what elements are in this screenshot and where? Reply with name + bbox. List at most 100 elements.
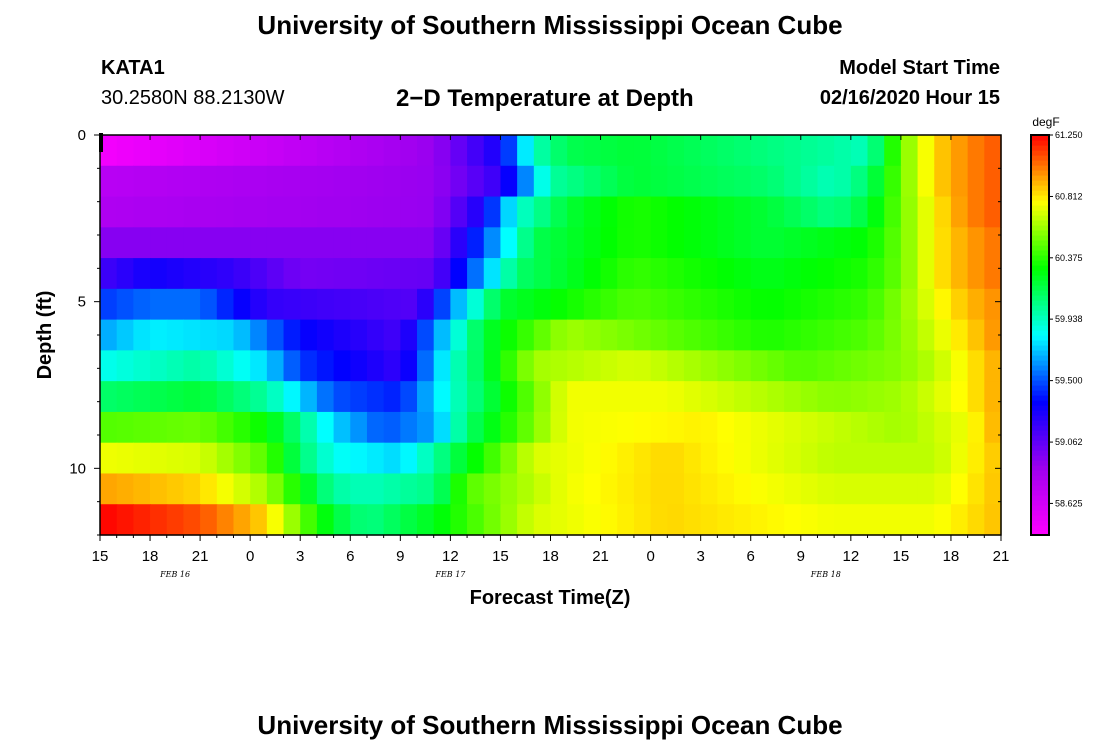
- x-tick-label: 12: [842, 548, 859, 565]
- heatmap-cell: [166, 165, 185, 198]
- heatmap-cell: [483, 288, 502, 321]
- heatmap-cell: [784, 165, 802, 198]
- heatmap-cell: [383, 165, 401, 198]
- heatmap-cell: [950, 319, 969, 351]
- heatmap-cell: [533, 165, 552, 198]
- heatmap-cell: [283, 473, 301, 505]
- heatmap-cell: [316, 411, 335, 444]
- heatmap-cell: [383, 288, 401, 321]
- heatmap-cell: [233, 319, 251, 351]
- heatmap-cell: [583, 196, 602, 228]
- colorbar-swatch: [1031, 375, 1049, 381]
- heatmap-cell: [967, 319, 985, 351]
- heatmap-cell: [834, 381, 852, 413]
- y-tick-label: 10: [69, 460, 86, 477]
- heatmap-cell: [467, 350, 485, 382]
- heatmap-cell: [683, 350, 702, 382]
- heatmap-cell: [216, 381, 235, 413]
- y-axis: 0 5 10: [69, 127, 1001, 536]
- heatmap-cell: [233, 504, 251, 536]
- colorbar-swatch: [1031, 225, 1049, 231]
- heatmap-cell: [467, 381, 485, 413]
- heatmap-cell: [784, 350, 802, 382]
- heatmap-cell: [734, 319, 752, 351]
- heatmap-cell: [400, 319, 418, 351]
- heatmap-cell: [266, 288, 285, 321]
- heatmap-cell: [600, 196, 618, 228]
- heatmap-cell: [834, 288, 852, 321]
- heatmap-cell: [934, 504, 952, 536]
- heatmap-cell: [767, 350, 785, 382]
- heatmap-cell: [683, 442, 702, 475]
- heatmap-cell: [667, 288, 685, 321]
- heatmap-cell: [300, 288, 318, 321]
- heatmap-cell: [767, 196, 785, 228]
- heatmap-cell: [116, 135, 134, 167]
- heatmap-cell: [283, 165, 301, 198]
- heatmap-cell: [100, 135, 118, 167]
- heatmap-cell: [717, 165, 735, 198]
- heatmap-cell: [517, 319, 535, 351]
- heatmap-cell: [316, 196, 335, 228]
- heatmap-cell: [750, 504, 769, 536]
- colorbar-swatch: [1031, 515, 1049, 521]
- heatmap-cell: [450, 227, 468, 259]
- heatmap-cell: [166, 411, 185, 444]
- heatmap-cell: [533, 258, 552, 290]
- heatmap-cell: [333, 227, 351, 259]
- heatmap-cell: [650, 258, 668, 290]
- heatmap-cell: [417, 196, 435, 228]
- heatmap-cell: [533, 135, 552, 167]
- heatmap-cell: [867, 381, 885, 413]
- heatmap-cell: [934, 258, 952, 290]
- heatmap-cell: [867, 135, 885, 167]
- heatmap-cell: [150, 196, 168, 228]
- heatmap-cell: [834, 319, 852, 351]
- heatmap-cell: [734, 473, 752, 505]
- heatmap-cell: [617, 473, 635, 505]
- heatmap-cell: [650, 135, 668, 167]
- date-label: FEB 18: [810, 570, 841, 579]
- heatmap-cell: [266, 504, 285, 536]
- heatmap-cell: [817, 504, 835, 536]
- heatmap-cell: [800, 227, 819, 259]
- heatmap-cell: [400, 350, 418, 382]
- heatmap-cell: [300, 135, 318, 167]
- heatmap-cell: [817, 196, 835, 228]
- heatmap-cell: [467, 135, 485, 167]
- colorbar-swatch: [1031, 495, 1049, 501]
- heatmap-cell: [417, 288, 435, 321]
- heatmap-cell: [934, 473, 952, 505]
- heatmap-cell: [650, 196, 668, 228]
- heatmap-cell: [750, 381, 769, 413]
- heatmap-cell: [683, 196, 702, 228]
- heatmap-cell: [183, 135, 201, 167]
- heatmap-cell: [750, 135, 769, 167]
- heatmap-cell: [717, 258, 735, 290]
- heatmap-cell: [400, 288, 418, 321]
- heatmap-cell: [200, 381, 218, 413]
- heatmap-cell: [483, 473, 502, 505]
- x-tick-label: 6: [346, 548, 354, 565]
- heatmap-cell: [650, 227, 668, 259]
- heatmap-cell: [417, 381, 435, 413]
- heatmap-cell: [233, 258, 251, 290]
- heatmap-cell: [500, 165, 518, 198]
- heatmap-cell: [884, 227, 902, 259]
- heatmap-cell: [417, 165, 435, 198]
- heatmap-cell: [450, 196, 468, 228]
- heatmap-cell: [800, 196, 819, 228]
- heatmap-cell: [200, 196, 218, 228]
- date-label: FEB 17: [434, 570, 466, 579]
- heatmap-cell: [116, 473, 134, 505]
- heatmap-cell: [100, 227, 118, 259]
- heatmap-cell: [934, 442, 952, 475]
- heatmap-cell: [717, 135, 735, 167]
- heatmap-cell: [283, 504, 301, 536]
- heatmap-cell: [467, 504, 485, 536]
- heatmap-cell: [650, 319, 668, 351]
- heatmap-cell: [216, 411, 235, 444]
- model-start-value: 02/16/2020 Hour 15: [819, 87, 1000, 109]
- colorbar-swatch: [1031, 195, 1049, 201]
